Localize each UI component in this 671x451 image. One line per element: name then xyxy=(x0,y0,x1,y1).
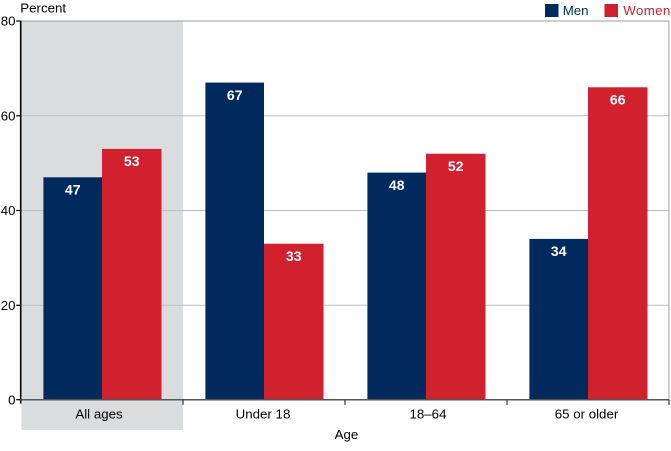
svg-text:80: 80 xyxy=(1,14,16,29)
svg-text:53: 53 xyxy=(124,153,140,169)
svg-text:All ages: All ages xyxy=(75,407,123,422)
svg-text:Women: Women xyxy=(623,3,670,18)
svg-text:18–64: 18–64 xyxy=(410,407,447,422)
svg-text:67: 67 xyxy=(227,87,243,103)
svg-text:52: 52 xyxy=(448,158,464,174)
svg-text:Men: Men xyxy=(563,3,589,18)
svg-text:33: 33 xyxy=(286,248,302,264)
svg-text:65 or older: 65 or older xyxy=(555,407,619,422)
svg-text:66: 66 xyxy=(610,92,626,108)
svg-text:20: 20 xyxy=(1,298,16,313)
svg-text:34: 34 xyxy=(551,243,567,259)
svg-text:Age: Age xyxy=(335,427,359,442)
svg-text:Percent: Percent xyxy=(20,0,66,15)
svg-text:40: 40 xyxy=(1,203,16,218)
svg-text:48: 48 xyxy=(389,177,405,193)
svg-text:60: 60 xyxy=(1,109,16,124)
svg-text:Under 18: Under 18 xyxy=(236,407,291,422)
svg-text:0: 0 xyxy=(8,392,15,407)
svg-text:47: 47 xyxy=(65,182,81,198)
